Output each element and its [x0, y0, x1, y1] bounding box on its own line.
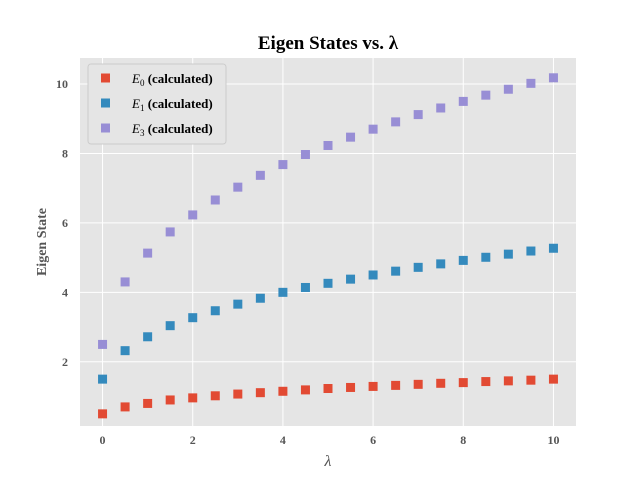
x-tick-label: 2 [190, 433, 196, 447]
data-point [278, 287, 288, 297]
data-point [548, 73, 558, 83]
data-point [210, 195, 220, 205]
series-1 [98, 243, 558, 384]
grid-lines [80, 58, 576, 426]
data-point [278, 386, 288, 396]
data-point [548, 374, 558, 384]
data-point [368, 381, 378, 391]
data-point [165, 321, 175, 331]
data-markers [98, 73, 558, 419]
data-point [526, 246, 536, 256]
data-point [436, 103, 446, 113]
data-point [300, 385, 310, 395]
data-point [391, 117, 401, 127]
legend-swatch [101, 123, 110, 133]
data-point [255, 293, 265, 303]
data-point [143, 332, 153, 342]
series-2 [98, 73, 558, 349]
data-point [391, 266, 401, 276]
legend-entry: E3 (calculated) [131, 121, 213, 138]
data-point [503, 249, 513, 259]
data-point [233, 182, 243, 192]
data-point [436, 259, 446, 269]
legend-box [87, 63, 227, 145]
data-point [526, 78, 536, 88]
data-point [188, 210, 198, 220]
data-point [481, 252, 491, 262]
y-tick-label: 2 [62, 355, 68, 369]
data-point [346, 132, 356, 142]
legend-entry: E0 (calculated) [131, 71, 213, 88]
data-point [98, 339, 108, 349]
x-tick-label: 0 [100, 433, 106, 447]
x-tick-label: 6 [370, 433, 376, 447]
data-point [143, 248, 153, 258]
legend-entry: E1 (calculated) [131, 96, 213, 113]
y-tick-label: 6 [62, 216, 68, 230]
data-point [413, 379, 423, 389]
data-point [120, 277, 130, 287]
data-point [368, 270, 378, 280]
data-point [98, 374, 108, 384]
y-axis-label: Eigen State [35, 208, 50, 276]
data-point [458, 378, 468, 388]
chart-title: Eigen States vs. λ [258, 33, 399, 54]
series-0 [98, 374, 558, 419]
tick-labels: 0 2 4 6 8 10 2 4 6 8 10 [56, 77, 559, 447]
data-point [300, 150, 310, 160]
x-axis-label: λ [324, 453, 332, 470]
data-point [323, 140, 333, 150]
data-point [323, 278, 333, 288]
data-point [481, 90, 491, 100]
data-point [503, 84, 513, 94]
data-point [391, 380, 401, 390]
x-tick-label: 8 [460, 433, 466, 447]
data-point [233, 299, 243, 309]
data-point [436, 378, 446, 388]
legend-swatch [101, 73, 110, 83]
y-tick-label: 8 [62, 146, 68, 160]
data-point [188, 313, 198, 323]
data-point [120, 402, 130, 412]
data-point [458, 96, 468, 106]
data-point [165, 227, 175, 237]
data-point [458, 255, 468, 265]
data-point [120, 346, 130, 356]
legend: E0 (calculated) E1 (calculated) E3 (calcul… [87, 63, 227, 145]
data-point [300, 282, 310, 292]
data-point [526, 375, 536, 385]
data-point [346, 382, 356, 392]
data-point [165, 395, 175, 405]
data-point [323, 384, 333, 394]
data-point [481, 377, 491, 387]
data-point [98, 409, 108, 419]
data-point [255, 388, 265, 398]
data-point [188, 393, 198, 403]
data-point [346, 274, 356, 284]
legend-swatch [101, 98, 110, 108]
y-tick-label: 10 [56, 77, 68, 91]
data-point [413, 262, 423, 272]
x-tick-label: 4 [280, 433, 286, 447]
y-tick-label: 4 [62, 285, 68, 299]
data-point [210, 391, 220, 401]
data-point [503, 376, 513, 386]
data-point [255, 170, 265, 180]
data-point [210, 306, 220, 316]
data-point [233, 389, 243, 399]
data-point [548, 243, 558, 253]
data-point [368, 124, 378, 134]
data-point [143, 398, 153, 408]
data-point [413, 110, 423, 120]
data-point [278, 160, 288, 170]
x-tick-label: 10 [547, 433, 559, 447]
